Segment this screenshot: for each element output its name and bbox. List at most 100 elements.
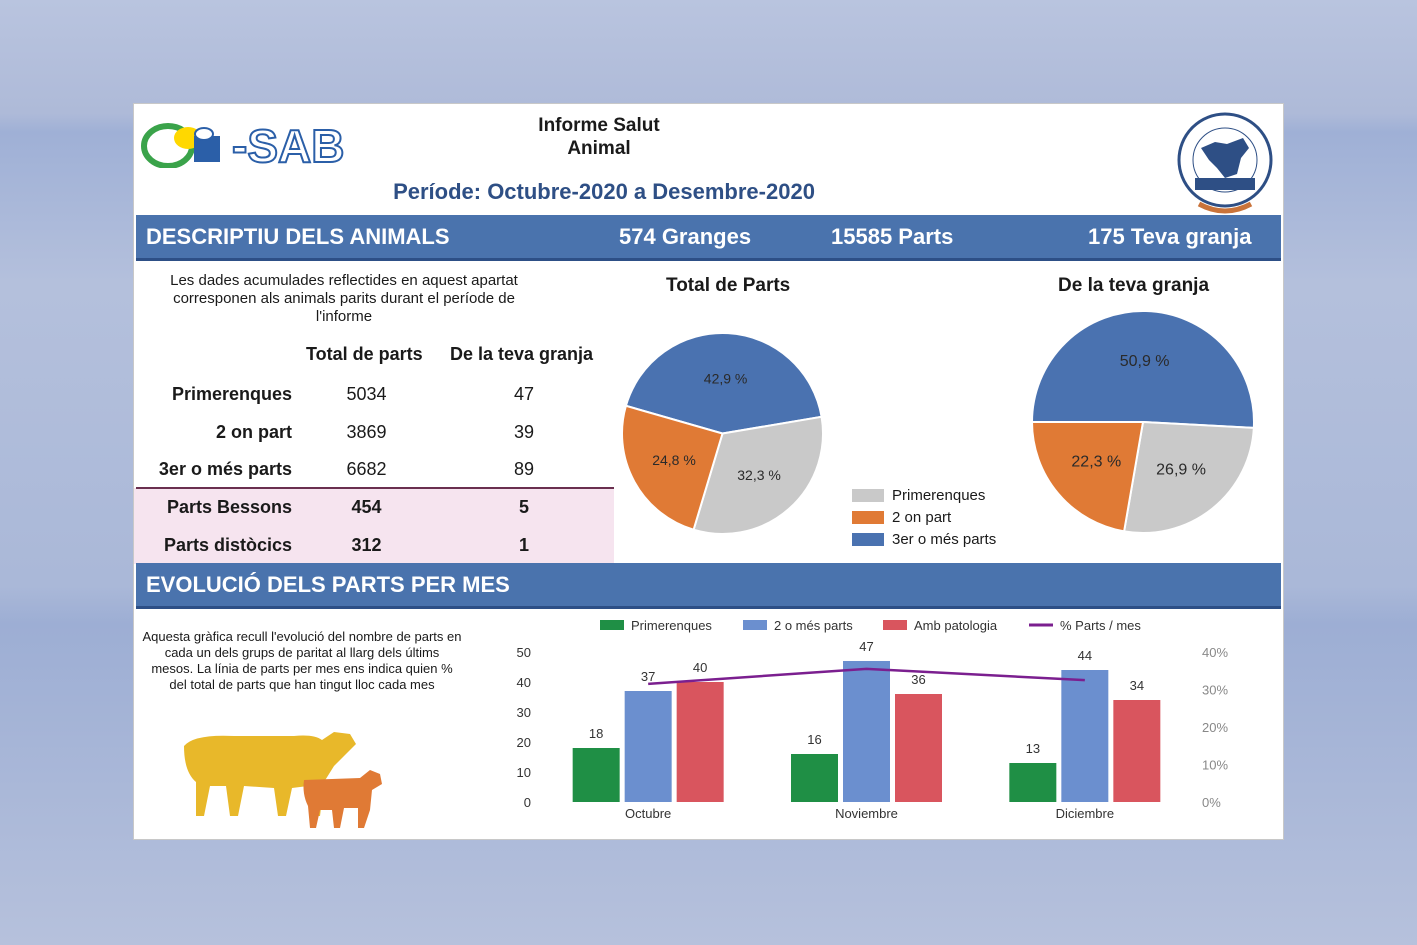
report-title: Informe Salut Animal <box>474 114 724 160</box>
x-tick-label: Diciembre <box>1056 806 1115 821</box>
legend-label: Primerenques <box>892 486 986 504</box>
pie-slice <box>1030 310 1255 429</box>
x-tick-label: Octubre <box>625 806 671 821</box>
report-page: -SAB Informe Salut Animal Període: Octub… <box>133 103 1284 840</box>
y-tick-label: 0 <box>524 795 531 810</box>
pie-slice <box>692 415 824 535</box>
bar-value-label: 18 <box>589 726 603 741</box>
row-granja: 89 <box>513 459 535 479</box>
legend-item: Primerenques <box>600 618 712 633</box>
legend-label: % Parts / mes <box>1060 618 1141 633</box>
row-granja: 5 <box>518 497 529 517</box>
pie-slice-label: 50,9 % <box>1120 353 1170 370</box>
row-granja: 1 <box>518 535 529 555</box>
legend-swatch <box>852 510 884 524</box>
table-row: Parts Bessons 454 5 <box>134 488 614 526</box>
bar-chart-evolucio: Primerenques 2 o més parts Amb patologia % … <box>517 618 1229 821</box>
row-granja: 47 <box>513 384 535 404</box>
pie-slice <box>1030 421 1145 533</box>
legend-item: % Parts / mes <box>1029 618 1141 633</box>
row-label: 3er o més parts <box>158 459 292 479</box>
row-total: 5034 <box>346 384 387 404</box>
x-tick-label: Noviembre <box>835 806 898 821</box>
pie1-title: Total de Parts <box>666 275 791 296</box>
table-row: 2 on part 3869 39 <box>134 413 614 451</box>
y-tick-label: 50 <box>517 645 531 660</box>
y2-tick-label: 10% <box>1202 758 1228 773</box>
bar-value-label: 16 <box>807 732 821 747</box>
y-tick-label: 40 <box>517 675 531 690</box>
y2-tick-label: 20% <box>1202 720 1228 735</box>
row-granja: 39 <box>513 422 535 442</box>
bar-value-label: 34 <box>1130 678 1144 693</box>
row-total: 312 <box>351 535 382 555</box>
bar-amb-patologia <box>1113 700 1161 802</box>
pie-chart-granja: 50,9 % 26,9 % 22,3 % <box>1030 310 1255 534</box>
pie-slice-label: 24,8 % <box>652 452 696 468</box>
table-row: 3er o més parts 6682 89 <box>134 450 614 488</box>
logo-text: -SAB <box>232 120 344 168</box>
descriptiu-band: DESCRIPTIU DELS ANIMALS 574 Granges 1558… <box>136 215 1281 261</box>
legend-swatch <box>743 620 767 630</box>
evolucio-text: Aquesta gràfica recull l'evolució del no… <box>142 629 462 692</box>
calf-icon <box>303 770 382 828</box>
y2-tick-label: 0% <box>1202 795 1221 810</box>
table-row: Parts distòcics 312 1 <box>134 526 614 564</box>
legend-swatch <box>883 620 907 630</box>
cows-illustration <box>184 732 382 828</box>
bar-2-o-m-s-parts <box>1061 670 1109 802</box>
teva-granja-count: 175 Teva granja <box>1088 223 1252 249</box>
legend-label: 3er o més parts <box>892 530 997 548</box>
legend-label: Amb patologia <box>914 618 998 633</box>
pie-slice <box>621 404 724 531</box>
evolucio-band: EVOLUCIÓ DELS PARTS PER MES <box>136 563 1281 609</box>
legend-item: 3er o més parts <box>852 528 996 550</box>
band-title: EVOLUCIÓ DELS PARTS PER MES <box>146 571 510 597</box>
title-line1: Informe Salut <box>538 115 660 136</box>
bar-value-label: 44 <box>1078 648 1092 663</box>
pie-slice-label: 32,3 % <box>737 467 781 483</box>
pie-slice <box>624 332 823 435</box>
bar-value-label: 13 <box>1026 741 1040 756</box>
bar-primerenques <box>572 748 620 802</box>
col-header-total: Total de parts <box>306 344 423 364</box>
bar-amb-patologia <box>676 682 724 802</box>
pie-slice-label: 42,9 % <box>704 370 748 386</box>
row-total: 6682 <box>346 459 387 479</box>
row-total: 454 <box>351 497 382 517</box>
pie-slice <box>1122 420 1255 534</box>
line-parts-per-mes <box>648 667 1085 686</box>
pie-legend: Primerenques 2 on part 3er o més parts <box>852 484 996 550</box>
row-label: Parts distòcics <box>163 535 292 555</box>
y2-tick-label: 30% <box>1202 683 1228 698</box>
row-label: Primerenques <box>171 384 292 404</box>
period-label: Període: Octubre-2020 a Desembre-2020 <box>393 179 815 204</box>
legend-item: 2 o més parts <box>743 618 853 633</box>
legend-swatch <box>852 532 884 546</box>
legend-label: Primerenques <box>631 618 712 633</box>
parts-count: 15585 Parts <box>831 223 954 249</box>
bar-value-label: 47 <box>859 639 873 654</box>
table-row: Primerenques 5034 47 <box>134 375 614 413</box>
row-label: Parts Bessons <box>166 497 292 517</box>
bar-value-label: 40 <box>693 660 707 675</box>
bar-primerenques <box>791 754 838 802</box>
pie-slice-label: 22,3 % <box>1071 453 1121 470</box>
granges-count: 574 Granges <box>619 223 752 249</box>
legend-swatch <box>852 488 884 502</box>
legend-label: 2 o més parts <box>774 618 853 633</box>
pie-slice-label: 26,9 % <box>1156 462 1206 479</box>
descriptiu-text: Les dades acumulades reflectides en aque… <box>170 272 518 325</box>
y2-tick-label: 40% <box>1202 645 1228 660</box>
legend-item: Primerenques <box>852 484 996 506</box>
legend-item: 2 on part <box>852 506 996 528</box>
bar-value-label: 36 <box>911 672 925 687</box>
row-total: 3869 <box>346 422 387 442</box>
cow-head-icon <box>1201 138 1249 178</box>
pie-chart-total: 42,9 % 32,3 % 24,8 % <box>621 332 824 535</box>
y-tick-label: 20 <box>517 735 531 750</box>
y-tick-label: 10 <box>517 765 531 780</box>
col-header-granja: De la teva granja <box>450 344 594 364</box>
title-line2: Animal <box>567 138 631 159</box>
bar-2-o-m-s-parts <box>624 691 672 802</box>
